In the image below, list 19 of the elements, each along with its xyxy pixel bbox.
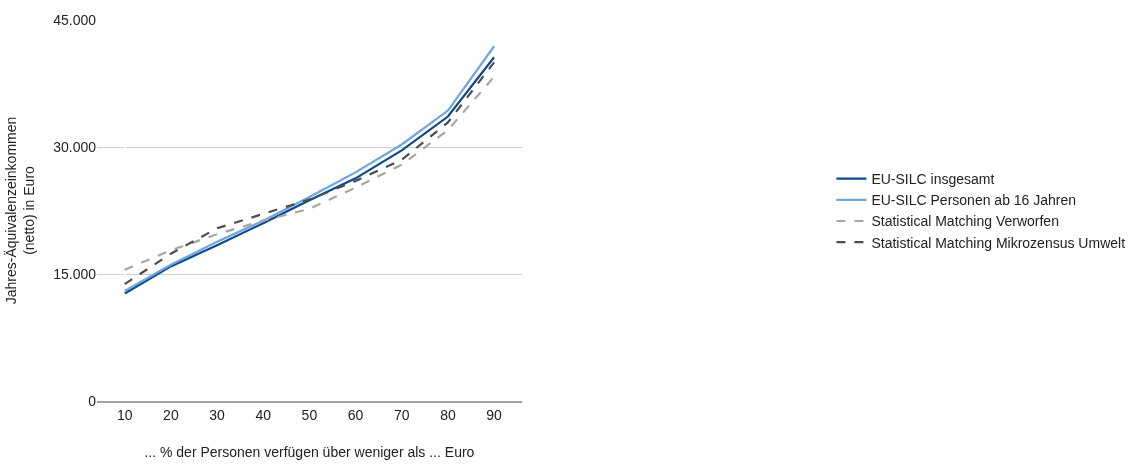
x-tick-label: 90 xyxy=(486,406,503,423)
y-tick-label: 0 xyxy=(88,392,97,409)
x-tick-label: 80 xyxy=(440,406,456,423)
x-tick-label: 10 xyxy=(116,406,133,423)
x-tick-label: 60 xyxy=(347,406,364,423)
x-tick-label: 30 xyxy=(209,406,226,423)
x-tick-label: 20 xyxy=(163,406,179,423)
x-tick-label: 50 xyxy=(301,406,318,423)
legend-label: EU-SILC Personen ab 16 Jahren xyxy=(871,192,1077,209)
y-tick-label: 45.000 xyxy=(53,11,97,28)
legend-label: Statistical Matching Verworfen xyxy=(871,213,1059,230)
y-tick-label: 15.000 xyxy=(53,265,97,282)
y-axis-title: Jahres-Äquivalenzeinkommen (netto) in Euro xyxy=(2,116,37,305)
x-tick-label: 40 xyxy=(255,406,272,423)
x-tick-label: 70 xyxy=(393,406,410,423)
y-tick-label: 30.000 xyxy=(53,138,97,155)
legend-label: Statistical Matching Mikrozensus Umwelt xyxy=(871,234,1126,251)
legend-label: EU-SILC insgesamt xyxy=(871,171,995,188)
x-axis-title: ... % der Personen verfügen über weniger als ... Euro xyxy=(144,443,475,460)
